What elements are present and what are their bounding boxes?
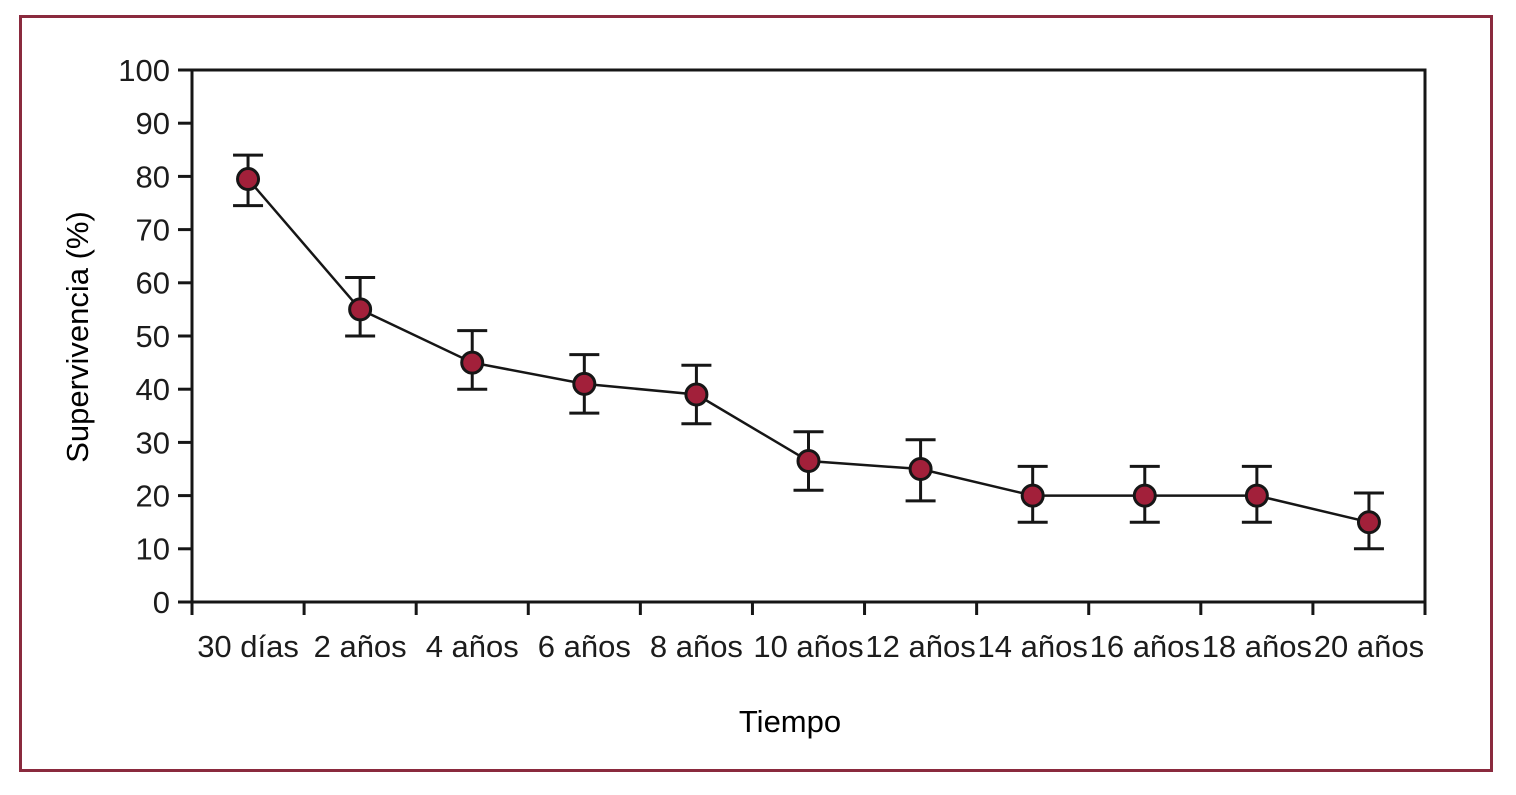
data-point-marker xyxy=(1244,483,1269,508)
data-point-marker xyxy=(236,167,261,192)
error-bars-group xyxy=(233,153,1384,551)
x-category-label: 16 años xyxy=(1090,629,1200,664)
data-point-marker xyxy=(572,371,597,396)
y-tick-label: 60 xyxy=(136,266,170,301)
data-point-marker xyxy=(1020,483,1045,508)
x-category-label: 12 años xyxy=(865,629,975,664)
data-point-marker xyxy=(348,297,373,322)
data-point-marker xyxy=(796,449,821,474)
plot-frame-rect xyxy=(190,68,1427,604)
data-point-marker xyxy=(1132,483,1157,508)
data-point-marker xyxy=(460,350,485,375)
x-category-label: 8 años xyxy=(650,629,743,664)
x-category-label: 10 años xyxy=(753,629,863,664)
y-tick-label: 20 xyxy=(136,478,170,513)
y-axis: 0 10 20 30 40 50 60 70 80 90 100 xyxy=(118,53,192,620)
figure-border xyxy=(19,15,1493,772)
x-category-label: 6 años xyxy=(538,629,631,664)
data-point-marker xyxy=(908,457,933,481)
y-axis-title: Supervivencia (%) xyxy=(60,211,95,463)
data-point-marker xyxy=(1356,510,1381,535)
y-tick-label: 10 xyxy=(136,532,170,567)
x-category-label: 2 años xyxy=(314,629,407,664)
y-tick-label: 100 xyxy=(118,53,170,88)
y-tick-label: 30 xyxy=(136,425,170,460)
plot-frame xyxy=(190,68,1427,604)
x-axis: 30 días 2 años 4 años 6 años 8 años 10 años 12… xyxy=(190,602,1427,664)
y-tick-label: 80 xyxy=(136,159,170,194)
x-category-label: 30 días xyxy=(197,629,299,664)
y-tick-label: 90 xyxy=(136,106,170,141)
y-tick-label: 0 xyxy=(153,585,170,620)
x-category-label: 14 años xyxy=(978,629,1088,664)
y-tick-label: 70 xyxy=(136,212,170,247)
x-category-label: 20 años xyxy=(1314,629,1424,664)
y-tick-label: 50 xyxy=(136,319,170,354)
x-category-label: 4 años xyxy=(426,629,519,664)
x-axis-title: Tiempo xyxy=(739,704,841,739)
data-point-marker xyxy=(684,382,709,407)
x-category-label: 18 años xyxy=(1202,629,1312,664)
data-markers-group xyxy=(236,167,1381,535)
y-tick-label: 40 xyxy=(136,372,170,407)
